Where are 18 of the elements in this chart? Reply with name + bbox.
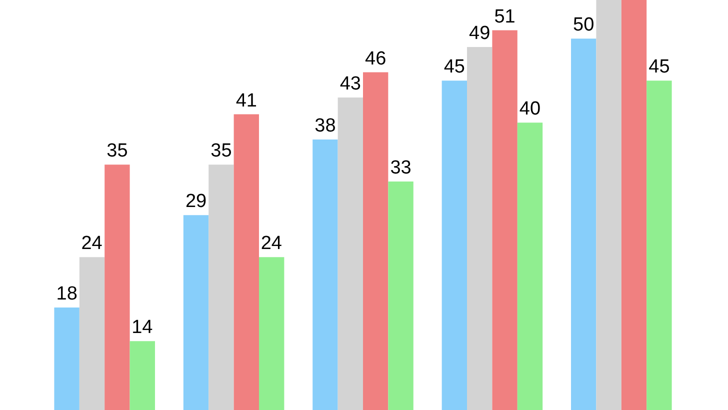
data-label: 35 bbox=[106, 140, 128, 162]
data-label: 29 bbox=[185, 191, 207, 212]
data-label: 50 bbox=[573, 14, 594, 36]
data-label: 14 bbox=[132, 317, 154, 338]
data-label: 24 bbox=[260, 233, 282, 254]
data-label: 45 bbox=[444, 56, 465, 78]
data-label: 24 bbox=[81, 233, 103, 254]
data-label: 51 bbox=[494, 6, 516, 28]
data-label: 46 bbox=[365, 48, 386, 70]
data-label: 38 bbox=[314, 115, 336, 136]
data-label: 43 bbox=[340, 73, 361, 94]
data-label: 49 bbox=[469, 23, 490, 44]
data-label: 45 bbox=[648, 56, 670, 78]
data-label: 18 bbox=[56, 284, 78, 304]
data-label: 35 bbox=[210, 140, 232, 162]
data-label: 41 bbox=[236, 90, 257, 112]
data-label: 40 bbox=[519, 98, 541, 120]
data-label: 33 bbox=[390, 157, 412, 178]
